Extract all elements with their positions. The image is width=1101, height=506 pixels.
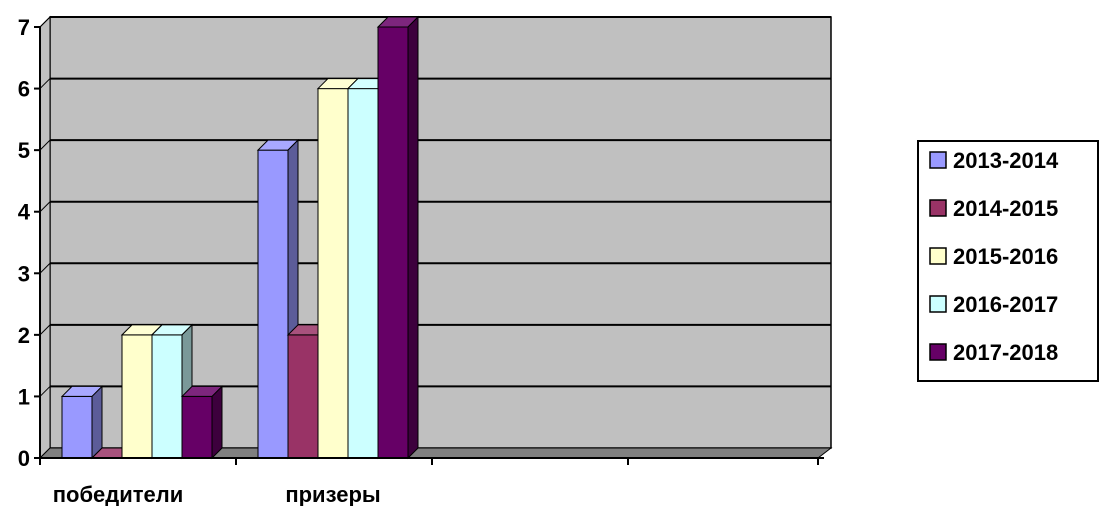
y-tick-label: 4 <box>18 200 31 225</box>
bar-front <box>317 88 349 459</box>
legend-label: 2013-2014 <box>953 148 1059 173</box>
bar <box>256 138 300 460</box>
legend-label: 2017-2018 <box>953 340 1058 365</box>
gridline-side <box>39 386 51 397</box>
gridline-side <box>39 262 51 274</box>
bar-side <box>91 385 103 460</box>
gridline-side <box>39 139 51 151</box>
gridline-side <box>39 78 51 89</box>
x-category-label: победители <box>53 482 184 506</box>
y-tick-label: 6 <box>18 77 30 102</box>
y-tick-label: 2 <box>18 323 30 348</box>
gridline-side <box>39 324 51 336</box>
legend-label: 2014-2015 <box>953 196 1058 221</box>
bar-front <box>287 334 319 459</box>
legend-swatch <box>929 295 947 313</box>
bar-side <box>211 385 223 460</box>
bar <box>376 15 420 460</box>
x-category-label: призеры <box>285 482 380 506</box>
legend-swatch <box>929 199 947 217</box>
bar-front <box>181 395 213 459</box>
legend-swatch <box>929 247 947 265</box>
legend-label: 2015-2016 <box>953 244 1058 269</box>
bar-side <box>407 15 419 460</box>
legend-box <box>917 140 1099 382</box>
gridline-side <box>39 16 51 28</box>
y-tick-label: 0 <box>18 446 30 471</box>
y-tick-label: 3 <box>18 261 30 286</box>
bar-front <box>151 334 183 459</box>
bar-front <box>121 334 153 459</box>
bar <box>180 385 224 460</box>
bar-front <box>377 26 409 459</box>
axes: 0 1 2 3 4 5 6 7 победители призеры <box>18 15 824 506</box>
bar-front <box>257 149 289 459</box>
y-tick-label: 5 <box>18 138 30 163</box>
legend-label: 2016-2017 <box>953 292 1058 317</box>
legend-swatch <box>929 151 947 169</box>
gridline-side <box>39 201 51 213</box>
y-tick-label: 7 <box>18 15 30 40</box>
legend: 2013-2014 2014-2015 2015-2016 2016-2017 2017… <box>917 140 1099 382</box>
bar-front <box>347 88 379 459</box>
bar <box>60 385 104 460</box>
bar-front <box>61 395 93 459</box>
bars <box>60 15 420 460</box>
y-tick-label: 1 <box>18 384 30 409</box>
legend-swatch <box>929 343 947 361</box>
